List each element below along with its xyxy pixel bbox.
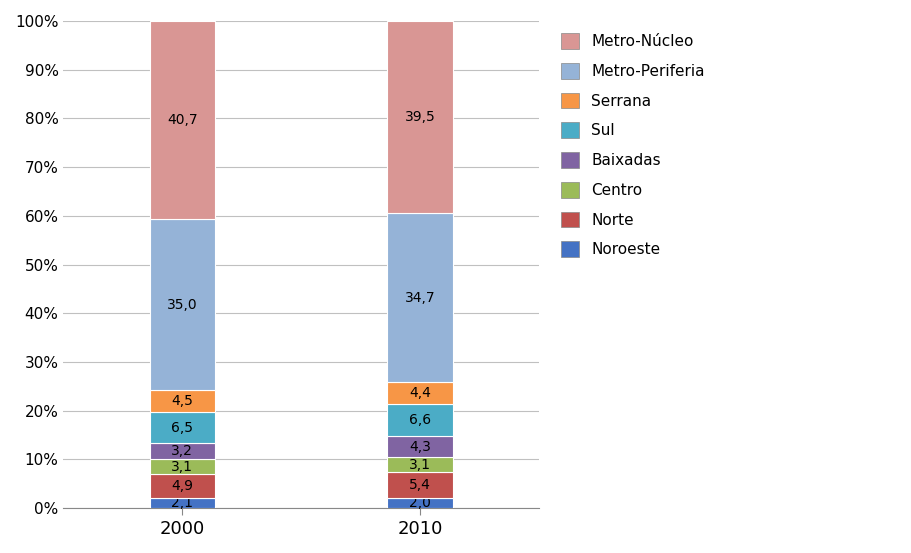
Bar — [149, 21, 215, 220]
Bar — [149, 444, 215, 459]
Text: 4,3: 4,3 — [409, 440, 431, 453]
Text: 6,5: 6,5 — [171, 421, 193, 435]
Text: 40,7: 40,7 — [167, 113, 198, 127]
Text: 2,0: 2,0 — [409, 497, 431, 510]
Bar — [149, 220, 215, 390]
Text: 5,4: 5,4 — [409, 478, 431, 492]
Bar — [149, 412, 215, 444]
Text: 34,7: 34,7 — [404, 291, 435, 305]
Bar — [149, 390, 215, 412]
Bar — [387, 21, 453, 213]
Text: 3,1: 3,1 — [171, 460, 193, 473]
Bar — [387, 472, 453, 498]
Bar — [387, 436, 453, 457]
Bar — [387, 383, 453, 404]
Text: 4,4: 4,4 — [409, 386, 431, 400]
Text: 3,1: 3,1 — [409, 457, 431, 472]
Bar — [149, 474, 215, 498]
Text: 4,5: 4,5 — [171, 394, 193, 408]
Bar — [149, 459, 215, 474]
Bar — [149, 498, 215, 508]
Bar — [387, 498, 453, 508]
Text: 2,1: 2,1 — [171, 496, 193, 510]
Bar — [387, 457, 453, 472]
Text: 35,0: 35,0 — [167, 298, 198, 311]
Text: 3,2: 3,2 — [171, 444, 193, 458]
Text: 6,6: 6,6 — [409, 413, 431, 427]
Text: 39,5: 39,5 — [404, 110, 435, 124]
Text: 4,9: 4,9 — [171, 479, 193, 493]
Bar — [387, 404, 453, 436]
Legend: Metro-Núcleo, Metro-Periferia, Serrana, Sul, Baixadas, Centro, Norte, Noroeste: Metro-Núcleo, Metro-Periferia, Serrana, … — [556, 29, 709, 262]
Bar — [387, 213, 453, 383]
